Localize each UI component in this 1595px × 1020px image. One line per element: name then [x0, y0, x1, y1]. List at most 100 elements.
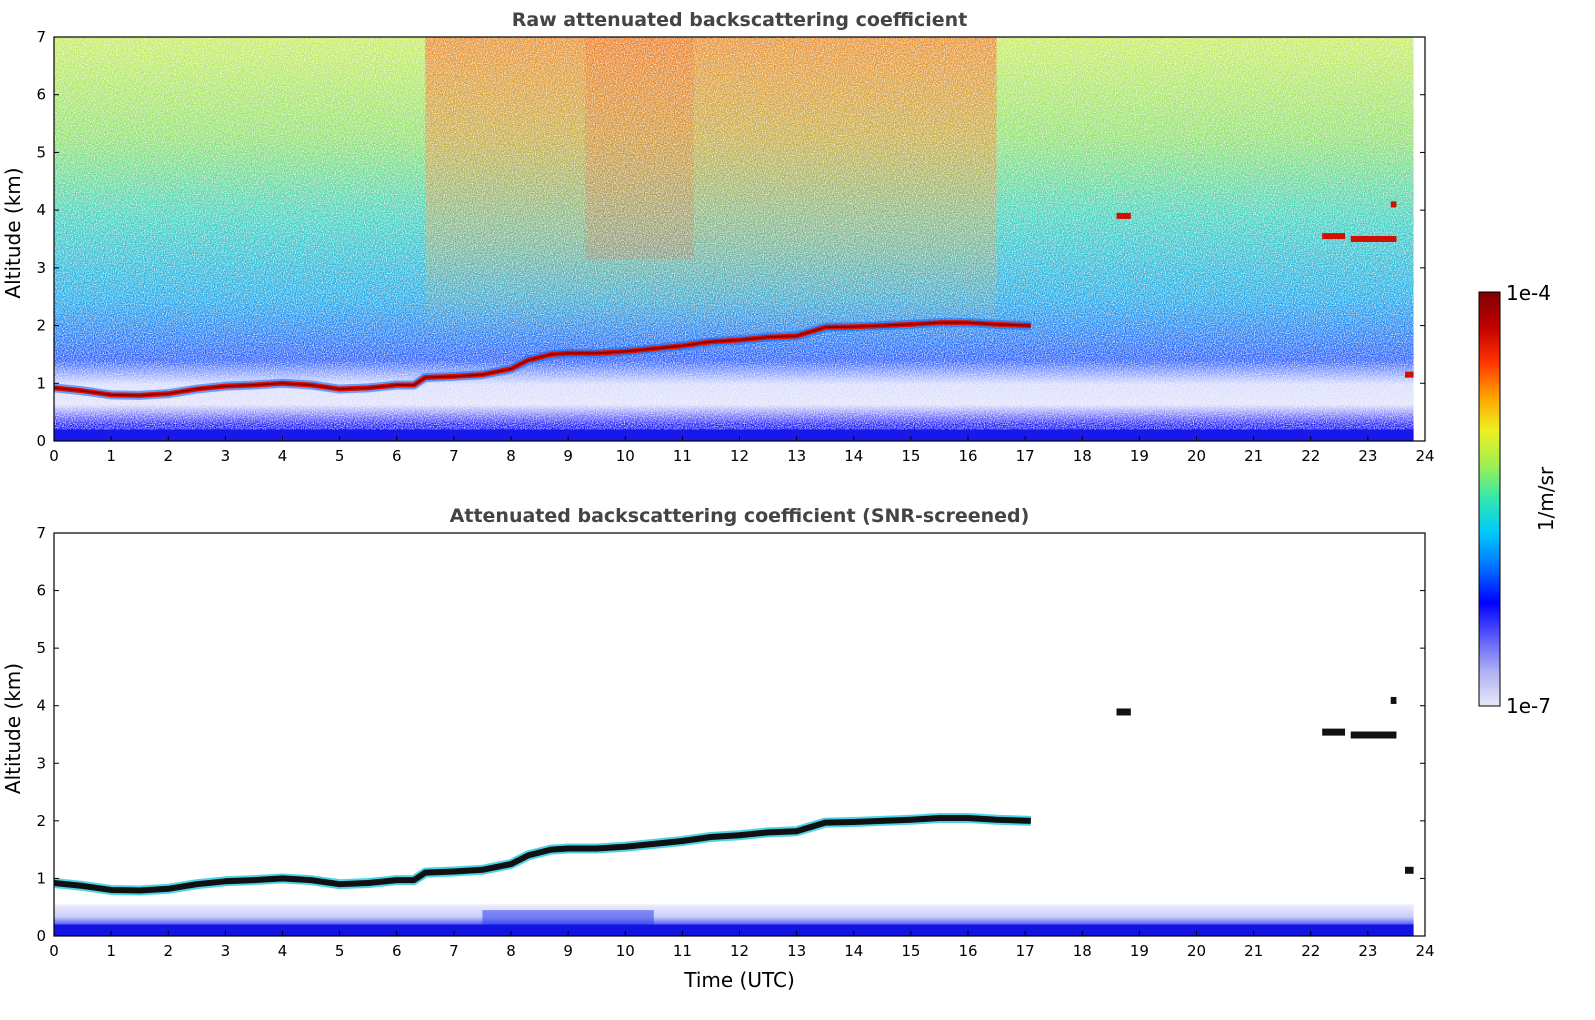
y-tick-label: 7: [36, 524, 46, 542]
y-tick-label: 0: [36, 432, 46, 450]
high-cloud: [1116, 212, 1131, 219]
colorbar-gradient: [1478, 291, 1501, 707]
x-tick-label: 21: [1244, 447, 1263, 465]
x-tick-label: 10: [616, 942, 635, 960]
panel1-heatmap: [54, 37, 1414, 441]
y-tick-label: 5: [36, 639, 46, 657]
colorbar: 1e-4 1e-7 1/m/sr: [1478, 281, 1558, 718]
x-tick-label: 9: [563, 942, 573, 960]
high-cloud: [1350, 731, 1397, 739]
x-tick-label: 13: [787, 447, 806, 465]
colorbar-unit-label: 1/m/sr: [1534, 466, 1558, 531]
x-tick-label: 7: [449, 447, 459, 465]
x-tick-label: 12: [730, 447, 749, 465]
x-tick-label: 6: [392, 447, 402, 465]
x-tick-label: 6: [392, 942, 402, 960]
x-tick-label: 14: [844, 447, 863, 465]
x-tick-label: 4: [278, 942, 288, 960]
x-tick-label: 15: [901, 942, 920, 960]
high-cloud: [1322, 728, 1346, 736]
surface-layer: [54, 924, 1414, 936]
x-tick-label: 11: [673, 447, 692, 465]
x-tick-label: 24: [1415, 447, 1434, 465]
panel2-y-ticks: 0 1 2 3 4 5 6 7: [36, 524, 1425, 945]
y-tick-label: 6: [36, 582, 46, 600]
cloud-layer-core: [54, 321, 1031, 397]
x-tick-label: 5: [335, 447, 345, 465]
x-tick-label: 2: [163, 447, 173, 465]
y-tick-label: 3: [36, 259, 46, 277]
y-tick-label: 7: [36, 28, 46, 46]
panel2-title: Attenuated backscattering coefficient (S…: [450, 505, 1030, 527]
x-tick-label: 9: [563, 447, 573, 465]
x-tick-label: 13: [787, 942, 806, 960]
y-tick-label: 2: [36, 812, 46, 830]
x-tick-label: 20: [1187, 942, 1206, 960]
high-cloud: [1350, 236, 1397, 242]
y-tick-label: 1: [36, 374, 46, 392]
raw-backscatter-panel: Raw attenuated backscattering coefficien…: [1, 9, 1435, 465]
x-tick-label: 10: [616, 447, 635, 465]
panel1-x-ticks: 0 1 2 3 4 5 6 7 8 9 10 11 12 13 14 15 16 17 18 19 20 21 22 23 24: [49, 436, 1435, 465]
high-cloud: [1116, 708, 1131, 716]
x-tick-label: 24: [1415, 942, 1434, 960]
colorbar-min-label: 1e-7: [1506, 694, 1551, 718]
panel1-y-ticks: 0 1 2 3 4 5 6 7: [36, 28, 1425, 450]
high-cloud: [1405, 866, 1414, 874]
screened-backscatter-panel: Attenuated backscattering coefficient (S…: [1, 505, 1435, 992]
panel2-x-ticks: 0 1 2 3 4 5 6 7 8 9 10 11 12 13 14 15 16 17 18 19 20 21 22 23 24: [49, 931, 1435, 960]
x-tick-label: 0: [49, 942, 59, 960]
surface-layer: [54, 429, 1414, 441]
x-tick-label: 17: [1016, 942, 1035, 960]
x-tick-label: 21: [1244, 942, 1263, 960]
x-tick-label: 2: [163, 942, 173, 960]
x-tick-label: 23: [1358, 447, 1377, 465]
high-cloud: [1390, 201, 1397, 208]
x-tick-label: 7: [449, 942, 459, 960]
cloud-layer: [54, 814, 1031, 894]
y-tick-label: 0: [36, 927, 46, 945]
x-tick-label: 23: [1358, 942, 1377, 960]
x-tick-label: 1: [106, 447, 116, 465]
x-tick-label: 3: [221, 447, 231, 465]
x-tick-label: 8: [506, 942, 516, 960]
y-tick-label: 6: [36, 86, 46, 104]
x-tick-label: 18: [1073, 447, 1092, 465]
y-tick-label: 2: [36, 317, 46, 335]
x-tick-label: 22: [1301, 447, 1320, 465]
x-tick-label: 20: [1187, 447, 1206, 465]
x-tick-label: 8: [506, 447, 516, 465]
x-tick-label: 1: [106, 942, 116, 960]
x-tick-label: 22: [1301, 942, 1320, 960]
high-cloud: [1322, 233, 1346, 240]
high-cloud: [1390, 696, 1397, 704]
panel1-y-axis-label: Altitude (km): [1, 167, 25, 298]
panel2-heatmap: [54, 696, 1414, 936]
colorbar-max-label: 1e-4: [1506, 281, 1551, 305]
x-tick-label: 15: [901, 447, 920, 465]
x-tick-label: 11: [673, 942, 692, 960]
x-tick-label: 14: [844, 942, 863, 960]
x-tick-label: 4: [278, 447, 288, 465]
x-tick-label: 3: [221, 942, 231, 960]
noise-speckle: [54, 37, 1414, 441]
panel1-title: Raw attenuated backscattering coefficien…: [512, 9, 968, 31]
x-tick-label: 17: [1016, 447, 1035, 465]
x-tick-label: 19: [1130, 942, 1149, 960]
y-tick-label: 1: [36, 869, 46, 887]
x-tick-label: 12: [730, 942, 749, 960]
x-tick-label: 16: [958, 447, 977, 465]
x-tick-label: 18: [1073, 942, 1092, 960]
panel2-y-axis-label: Altitude (km): [1, 663, 25, 794]
panel2-x-axis-label: Time (UTC): [683, 968, 795, 992]
x-tick-label: 16: [958, 942, 977, 960]
x-tick-label: 19: [1130, 447, 1149, 465]
y-tick-label: 4: [36, 201, 46, 219]
high-cloud: [1405, 371, 1414, 378]
y-tick-label: 4: [36, 697, 46, 715]
x-tick-label: 0: [49, 447, 59, 465]
y-tick-label: 5: [36, 143, 46, 161]
x-tick-label: 5: [335, 942, 345, 960]
y-tick-label: 3: [36, 754, 46, 772]
